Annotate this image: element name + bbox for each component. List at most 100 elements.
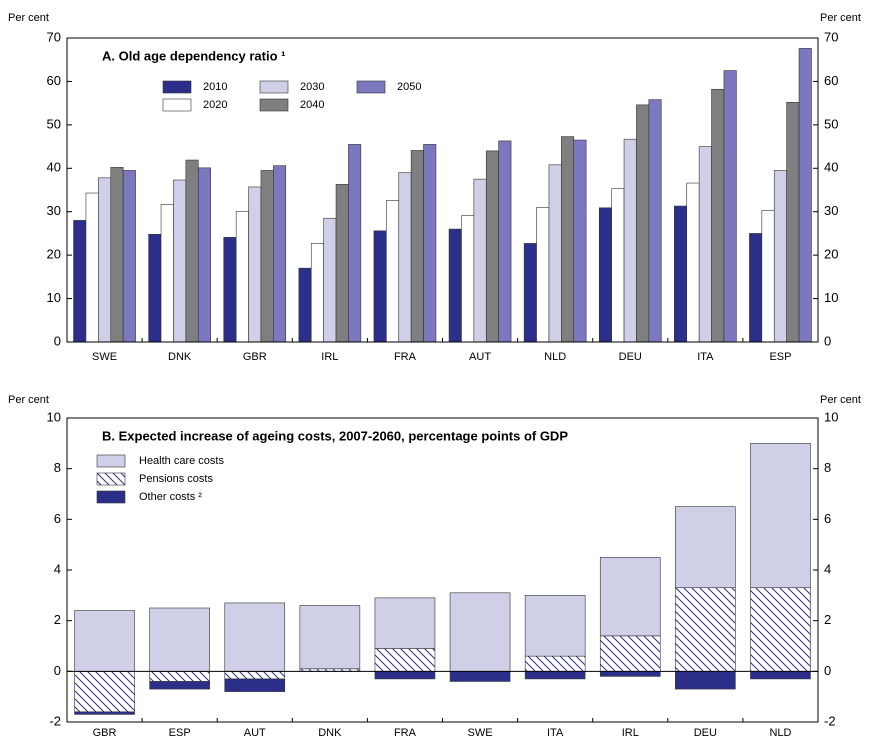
legend-label: 2050 — [397, 81, 421, 93]
bar — [448, 228, 462, 343]
y-tick-label: 20 — [47, 247, 61, 262]
y-tick-label: 50 — [824, 116, 838, 131]
bar — [636, 104, 650, 343]
bar-segment — [224, 678, 286, 692]
bar — [623, 138, 637, 343]
plot-frame — [66, 417, 819, 723]
bar-segment — [675, 506, 736, 589]
bar-segment — [374, 671, 436, 680]
y-tick-label: 60 — [824, 73, 838, 88]
x-tick-label: NLD — [544, 351, 566, 363]
bar-segment — [299, 605, 361, 670]
y-tick-label: 70 — [47, 29, 61, 44]
bar-segment — [449, 592, 511, 672]
bar — [548, 164, 562, 343]
y-tick-label: 2 — [824, 612, 831, 627]
bar-segment — [750, 671, 811, 680]
legend-label: 2010 — [203, 81, 227, 93]
bar — [749, 233, 763, 343]
bar — [298, 267, 312, 343]
bar-segment — [750, 587, 811, 672]
bar — [473, 178, 487, 343]
bar — [110, 167, 124, 343]
y-axis-label: Per cent — [8, 394, 49, 406]
y-axis-label: Per cent — [820, 394, 861, 406]
legend-swatch — [259, 98, 289, 112]
bar — [461, 215, 475, 343]
bar — [423, 144, 437, 343]
y-tick-label: 40 — [47, 160, 61, 175]
bar-segment — [374, 648, 436, 672]
bar — [711, 88, 725, 343]
bar — [674, 205, 688, 343]
bar-segment — [224, 602, 286, 672]
y-tick-label: 40 — [824, 160, 838, 175]
bar-segment — [599, 671, 661, 677]
bar-segment — [750, 443, 811, 589]
bar — [598, 207, 612, 343]
bar-segment — [524, 595, 586, 657]
bar-segment — [374, 597, 436, 649]
y-tick-label: -2 — [49, 713, 61, 728]
y-tick-label: 6 — [54, 511, 61, 526]
legend-label: 2020 — [203, 99, 227, 111]
legend-swatch — [96, 490, 126, 504]
y-tick-label: 4 — [54, 561, 61, 576]
bar — [386, 200, 400, 343]
bar — [122, 170, 136, 343]
x-tick-label: SWE — [92, 351, 117, 363]
x-tick-label: IRL — [622, 727, 639, 738]
y-tick-label: 8 — [54, 460, 61, 475]
y-tick-label: 70 — [824, 29, 838, 44]
bar — [561, 136, 575, 343]
bar — [98, 177, 112, 343]
x-tick-label: AUT — [469, 351, 491, 363]
bar — [611, 188, 625, 343]
y-tick-label: 20 — [824, 247, 838, 262]
bar — [348, 144, 362, 343]
x-tick-label: FRA — [394, 727, 417, 738]
y-tick-label: 30 — [47, 203, 61, 218]
y-tick-label: 30 — [824, 203, 838, 218]
bar — [523, 243, 537, 343]
bar-segment — [74, 671, 135, 713]
x-tick-label: DEU — [694, 727, 717, 738]
legend-label: Other costs ² — [139, 491, 202, 503]
bar — [197, 167, 211, 343]
panel-title: B. Expected increase of ageing costs, 20… — [102, 428, 568, 443]
bar — [786, 101, 800, 343]
bar — [773, 170, 787, 343]
bar — [485, 150, 499, 343]
bar-segment — [74, 610, 135, 672]
x-tick-label: NLD — [769, 727, 791, 738]
y-axis-label: Per cent — [8, 12, 49, 24]
y-tick-label: 10 — [47, 409, 61, 424]
x-tick-label: ESP — [169, 727, 191, 738]
bar-segment — [675, 587, 736, 672]
x-tick-label: GBR — [93, 727, 117, 738]
panel-title: A. Old age dependency ratio ¹ — [102, 48, 285, 63]
bar — [698, 146, 712, 343]
bar — [573, 139, 587, 343]
legend-swatch — [162, 80, 192, 94]
x-tick-label: FRA — [394, 351, 417, 363]
x-tick-label: ITA — [547, 727, 564, 738]
bar — [686, 182, 700, 343]
y-tick-label: 6 — [824, 511, 831, 526]
bar — [273, 165, 287, 343]
legend-swatch — [96, 454, 126, 468]
bar — [498, 140, 512, 343]
y-tick-label: 0 — [824, 333, 831, 348]
bar — [398, 172, 412, 343]
legend-swatch — [356, 80, 386, 94]
bar — [223, 237, 237, 343]
bar — [410, 150, 424, 343]
bar — [798, 48, 812, 343]
bar-segment — [74, 711, 135, 715]
bar-segment — [524, 655, 586, 672]
bar — [185, 159, 199, 343]
x-tick-label: DEU — [619, 351, 642, 363]
y-tick-label: 0 — [824, 663, 831, 678]
bar-segment — [675, 671, 736, 690]
bar — [148, 233, 162, 343]
